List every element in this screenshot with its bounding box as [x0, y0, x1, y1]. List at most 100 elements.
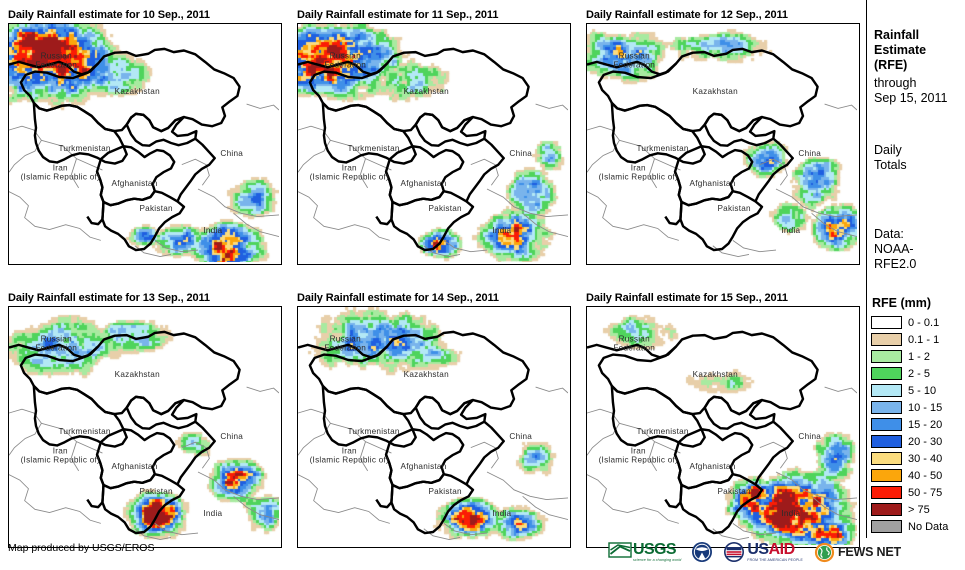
usgs-logo-text: USGS [633, 540, 677, 558]
country-label: Kazakhstan [404, 87, 449, 97]
sub-boundary-line [486, 188, 568, 217]
country-boundaries [587, 47, 857, 258]
map-panel-title: Daily Rainfall estimate for 11 Sep., 201… [297, 9, 499, 21]
country-label-line: Kazakhstan [403, 87, 449, 97]
country-label: Afghanistan [690, 462, 736, 472]
country-label: Turkmenistan [636, 427, 688, 437]
country-label-line: Federation [35, 60, 78, 70]
sidebar-period-line-1: Daily [874, 143, 902, 157]
country-label: India [492, 509, 511, 519]
sub-boundary-line [359, 441, 369, 472]
country-label-line: Federation [324, 343, 367, 353]
country-boundary-line [384, 428, 465, 490]
sub-boundary-line [70, 158, 80, 189]
country-boundary-line [375, 171, 394, 226]
country-label-line: China [798, 148, 822, 158]
country-label: Iran (Islamic Republic of) [21, 446, 100, 465]
sub-boundary-line [732, 523, 777, 536]
map-frame[interactable]: Russian Federation Kazakhstan Turkmenistan C… [297, 23, 571, 265]
country-label: Afghanistan [690, 179, 736, 189]
country-label: Pakistan [717, 204, 750, 214]
fews-net-globe-icon [814, 542, 835, 562]
country-label-line: (Islamic Republic of) [20, 172, 101, 182]
legend-rows: 0 - 0.1 0.1 - 1 1 - 2 2 - 5 5 - 10 10 - 15 15 … [871, 314, 948, 535]
country-label-line: Federation [324, 60, 367, 70]
sub-boundary-line [233, 495, 279, 520]
country-boundary-line [32, 384, 128, 448]
country-label: Kazakhstan [693, 370, 738, 380]
sub-boundary-line [759, 441, 788, 469]
sub-boundary-line [298, 474, 390, 524]
country-label-line: Turkmenistan [636, 427, 689, 437]
country-label-line: (Islamic Republic of) [598, 172, 679, 182]
map-panel: Daily Rainfall estimate for 14 Sep., 201… [297, 292, 571, 548]
sub-boundary-line [181, 158, 210, 186]
legend-swatch [871, 486, 902, 499]
country-label-line: Kazakhstan [692, 87, 738, 97]
country-boundary-line [298, 343, 388, 359]
country-label-line: Turkmenistan [58, 144, 111, 154]
legend: RFE (mm) 0 - 0.1 0.1 - 1 1 - 2 2 - 5 5 - 10 1… [871, 296, 948, 535]
legend-swatch [871, 503, 902, 516]
country-boundary-line [664, 171, 683, 226]
map-frame[interactable]: Russian Federation Kazakhstan Turkmenistan C… [297, 306, 571, 548]
country-label: China [798, 432, 821, 442]
country-boundary-line [610, 384, 706, 448]
country-label: India [203, 509, 222, 519]
country-label-line: Iran [630, 163, 646, 173]
country-boundary-line [754, 137, 794, 202]
sub-boundary-line [197, 471, 279, 500]
country-boundaries [298, 47, 568, 258]
legend-item: 5 - 10 [871, 382, 948, 399]
sub-boundary-line [535, 103, 568, 111]
sidebar-divider [866, 0, 867, 538]
sub-boundary-line [775, 188, 857, 217]
map-frame[interactable]: Russian Federation Kazakhstan Turkmenistan C… [586, 23, 860, 265]
country-label: Afghanistan [401, 462, 447, 472]
sidebar-source-line-3: RFE2.0 [874, 257, 917, 271]
legend-swatch [871, 520, 902, 533]
country-label-line: Kazakhstan [114, 370, 160, 380]
map-credit: Map produced by USGS/EROS [8, 542, 155, 554]
country-boundary-line [754, 420, 794, 485]
usaid-logo-text: USAID [747, 540, 795, 558]
legend-item: 10 - 15 [871, 399, 948, 416]
sub-boundary-line [824, 386, 857, 394]
country-boundary-line [176, 137, 216, 202]
legend-item: 15 - 20 [871, 416, 948, 433]
country-label-line: Kazakhstan [114, 87, 160, 97]
country-label: Kazakhstan [115, 370, 160, 380]
fews-net-logo-text: FEWS NET [837, 545, 901, 559]
country-label: China [220, 149, 243, 159]
legend-swatch [871, 435, 902, 448]
country-label-line: Pakistan [139, 487, 173, 497]
country-boundary-line [390, 472, 475, 535]
sub-boundary-line [70, 441, 80, 472]
country-label-line: Russian [40, 51, 72, 61]
sub-boundary-line [246, 386, 279, 394]
country-label: Kazakhstan [693, 87, 738, 97]
usgs-logo-tagline: science for a changing world [633, 557, 682, 562]
country-label-line: Federation [613, 60, 656, 70]
country-label-line: (Islamic Republic of) [309, 455, 390, 465]
map-frame[interactable]: Russian Federation Kazakhstan Turkmenistan C… [8, 23, 282, 265]
country-label-line: Pakistan [717, 487, 751, 497]
sidebar-source-label: Data: [874, 227, 904, 241]
sub-boundary-line [443, 240, 488, 253]
country-boundary-line [101, 189, 186, 252]
country-boundaries [587, 330, 857, 541]
country-boundary-line [125, 112, 198, 147]
sub-boundary-line [233, 212, 279, 237]
country-label: China [798, 149, 821, 159]
legend-label: 0 - 0.1 [908, 316, 940, 329]
country-label-line: Afghanistan [111, 462, 158, 472]
country-label-line: Afghanistan [689, 179, 736, 189]
country-boundary-line [95, 428, 176, 490]
map-frame[interactable]: Russian Federation Kazakhstan Turkmenistan C… [586, 306, 860, 548]
legend-swatch [871, 452, 902, 465]
map-frame[interactable]: Russian Federation Kazakhstan Turkmenistan C… [8, 306, 282, 548]
sidebar-heading-line-1: Rainfall [874, 28, 920, 42]
country-boundary-line [9, 343, 99, 359]
country-label: Russian Federation [35, 334, 77, 353]
